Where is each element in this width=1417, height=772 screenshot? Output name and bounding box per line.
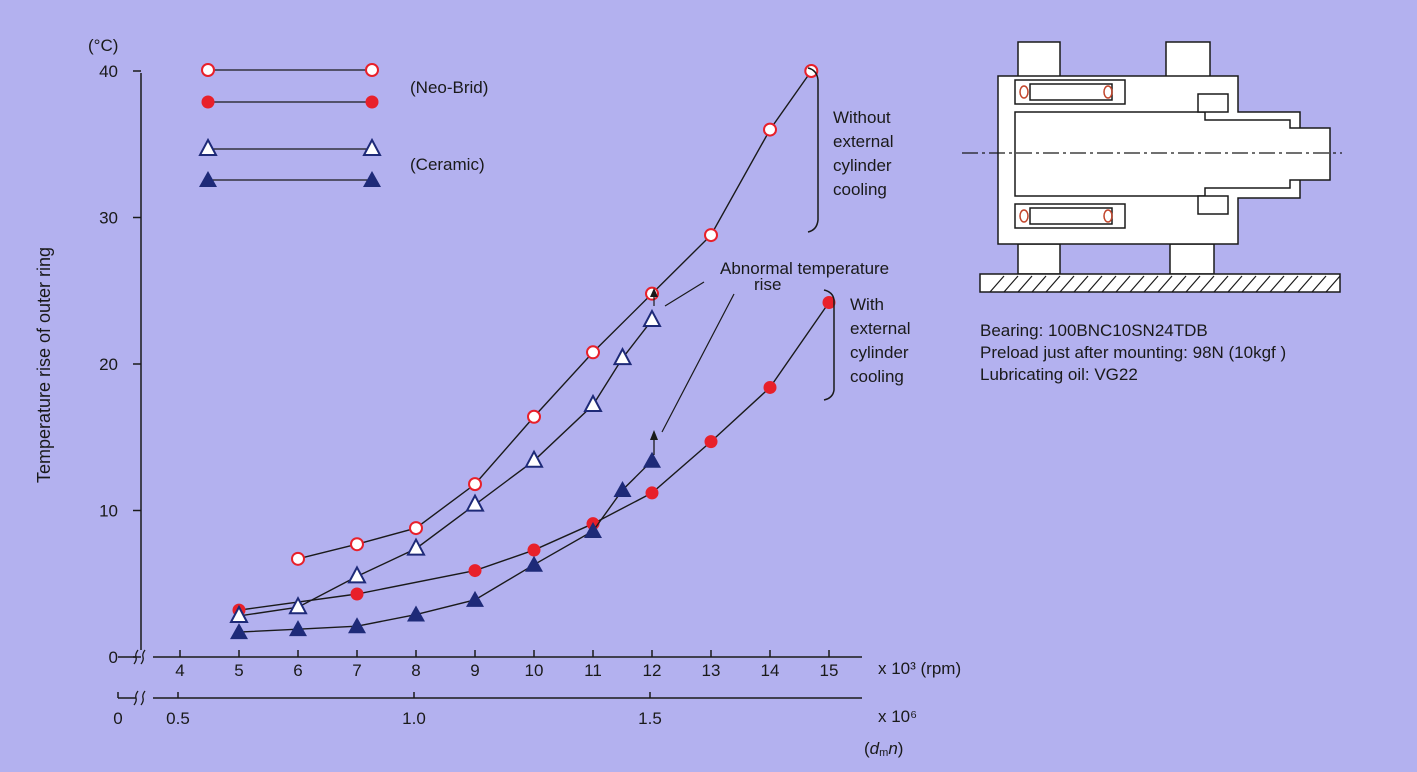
y-axis-title: Temperature rise of outer ring	[34, 247, 54, 483]
y-tick-label: 10	[99, 502, 118, 521]
svg-text:cylinder: cylinder	[833, 156, 892, 175]
data-point-open-triangle	[467, 496, 483, 511]
spindle-shaft	[1015, 112, 1330, 196]
svg-text:Without: Without	[833, 108, 891, 127]
data-point-open-circle	[351, 538, 363, 550]
x-tick-label: 9	[470, 661, 479, 680]
data-point-filled-triangle	[466, 591, 484, 607]
legend-marker-filled-circle	[366, 96, 379, 109]
data-point-filled-circle	[351, 588, 364, 601]
x-tick-label: 15	[820, 661, 839, 680]
x-tick-label: 12	[643, 661, 662, 680]
x-tick-label: 5	[234, 661, 243, 680]
y-tick-label: 0	[109, 648, 118, 667]
data-point-filled-circle	[646, 486, 659, 499]
x-tick-label: 8	[411, 661, 420, 680]
svg-text:cooling: cooling	[833, 180, 887, 199]
x2-tick-label: 1.0	[402, 709, 426, 728]
housing-block-right	[1166, 42, 1210, 78]
bearing-row-top	[1030, 84, 1112, 100]
x-tick-label: 6	[293, 661, 302, 680]
data-point-filled-circle	[764, 381, 777, 394]
data-point-open-circle	[805, 65, 817, 77]
data-point-filled-triangle	[525, 556, 543, 572]
nut-top	[1198, 94, 1228, 112]
data-point-filled-circle	[705, 435, 718, 448]
legend-marker-filled-triangle	[199, 171, 217, 187]
x2-axis-unit: (dmn)	[864, 739, 903, 759]
bracket-without-cooling	[808, 68, 818, 232]
legend-marker-open-triangle	[364, 140, 380, 155]
x-tick-label: 13	[702, 661, 721, 680]
data-point-open-circle	[528, 411, 540, 423]
y-tick-label: 20	[99, 355, 118, 374]
svg-text:cylinder: cylinder	[850, 343, 909, 362]
annotation-with-cooling: With external cylinder cooling	[850, 295, 910, 386]
data-point-open-triangle	[585, 396, 601, 411]
nut-bottom	[1198, 196, 1228, 214]
legend-label-ceramic: (Ceramic)	[410, 155, 485, 174]
data-point-filled-circle	[469, 564, 482, 577]
series-line	[239, 320, 652, 616]
y-tick-label: 30	[99, 209, 118, 228]
legend-marker-filled-triangle	[363, 171, 381, 187]
data-point-open-triangle	[290, 598, 306, 613]
data-point-open-circle	[705, 229, 717, 241]
x-axis-title: x 10³ (rpm)	[878, 659, 961, 678]
data-point-open-triangle	[349, 567, 365, 582]
housing-block-left	[1018, 42, 1060, 78]
x-tick-label: 7	[352, 661, 361, 680]
data-point-open-circle	[469, 478, 481, 490]
legend-marker-open-circle	[202, 64, 214, 76]
y-tick-label: 40	[99, 62, 118, 81]
x-tick-label: 10	[525, 661, 544, 680]
x-tick-label: 14	[761, 661, 780, 680]
abnormal-leader-2	[662, 294, 734, 432]
y-axis-unit: (°C)	[88, 36, 118, 55]
x-tick-label: 4	[175, 661, 184, 680]
legend-label-neo-brid: (Neo-Brid)	[410, 78, 488, 97]
data-point-open-triangle	[644, 311, 660, 326]
x2-tick-label: 0.5	[166, 709, 190, 728]
data-point-open-circle	[410, 522, 422, 534]
bearing-info: Bearing: 100BNC10SN24TDB Preload just af…	[980, 320, 1286, 386]
bearing-spec: Bearing: 100BNC10SN24TDB	[980, 320, 1286, 342]
data-point-filled-circle	[528, 544, 541, 557]
data-point-open-circle	[292, 553, 304, 565]
legend: (Neo-Brid) (Ceramic)	[199, 64, 488, 187]
bearing-row-bottom	[1030, 208, 1112, 224]
data-point-open-circle	[587, 346, 599, 358]
svg-text:Abnormal temperature: Abnormal temperature	[720, 259, 889, 278]
housing-foot-right	[1170, 244, 1214, 274]
axis-break-dmn	[134, 691, 145, 705]
x2-axis-title: x 10⁶	[878, 707, 917, 726]
abnormal-arrow-head	[650, 430, 658, 440]
x-tick-label: 11	[584, 661, 602, 680]
bearing-diagram	[962, 42, 1342, 292]
lubricant-spec: Lubricating oil: VG22	[980, 364, 1286, 386]
legend-marker-open-triangle	[200, 140, 216, 155]
data-point-open-triangle	[408, 540, 424, 555]
preload-spec: Preload just after mounting: 98N (10kgf …	[980, 342, 1286, 364]
annotation-without-cooling: Without external cylinder cooling	[833, 108, 893, 199]
svg-text:external: external	[833, 132, 893, 151]
abnormal-leader-1	[665, 282, 704, 306]
data-point-open-triangle	[526, 452, 542, 467]
svg-text:With: With	[850, 295, 884, 314]
housing-foot-left	[1018, 244, 1060, 274]
svg-text:rise: rise	[754, 275, 781, 294]
data-point-filled-triangle	[643, 452, 661, 468]
x2-tick-label: 1.5	[638, 709, 662, 728]
svg-text:external: external	[850, 319, 910, 338]
legend-marker-open-circle	[366, 64, 378, 76]
x2-tick-label: 0	[113, 709, 122, 728]
legend-marker-filled-circle	[202, 96, 215, 109]
data-point-open-circle	[764, 124, 776, 136]
annotation-abnormal: Abnormal temperature rise	[720, 259, 889, 294]
svg-text:cooling: cooling	[850, 367, 904, 386]
